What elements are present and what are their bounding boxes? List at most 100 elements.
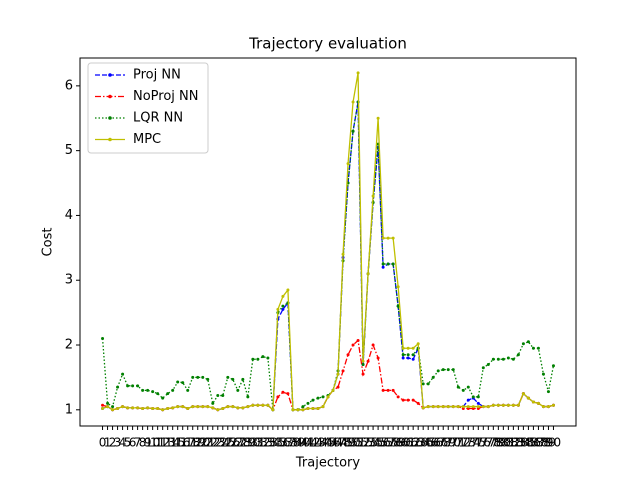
point-marker: [111, 405, 115, 409]
x-tick-label: 33: [260, 436, 275, 450]
x-tick-label: 15: [170, 436, 185, 450]
point-marker: [301, 408, 305, 412]
point-marker: [546, 405, 550, 409]
point-marker: [421, 382, 425, 386]
point-marker: [391, 262, 395, 266]
point-marker: [211, 406, 215, 410]
plot-frame: [79, 57, 577, 427]
point-marker: [221, 394, 225, 398]
point-marker: [276, 307, 280, 311]
x-tick-label: 86: [526, 436, 541, 450]
x-tick-label: 39: [290, 436, 305, 450]
x-tick-label: 46: [325, 436, 340, 450]
point-marker: [371, 194, 375, 198]
x-tick-label: 78: [486, 436, 501, 450]
legend-marker: [108, 94, 112, 99]
x-tick-label: 67: [431, 436, 446, 450]
point-marker: [356, 338, 360, 342]
point-marker: [116, 385, 120, 389]
point-marker: [496, 357, 500, 361]
point-marker: [266, 403, 270, 407]
point-marker: [281, 390, 285, 394]
point-marker: [511, 357, 515, 361]
x-tick-label: 85: [521, 436, 536, 450]
x-tick-label: 29: [240, 436, 255, 450]
x-tick-label: 9: [144, 436, 152, 450]
point-marker: [206, 405, 210, 409]
point-marker: [196, 405, 200, 409]
point-marker: [216, 408, 220, 412]
point-marker: [241, 406, 245, 410]
point-marker: [396, 285, 400, 289]
x-tick-label: 68: [436, 436, 451, 450]
point-marker: [511, 403, 515, 407]
x-tick-label: 45: [320, 436, 335, 450]
point-marker: [426, 382, 430, 386]
x-tick-label: 2: [109, 436, 117, 450]
x-tick-label: 41: [300, 436, 315, 450]
point-marker: [461, 405, 465, 409]
point-marker: [186, 388, 190, 392]
point-marker: [106, 401, 110, 405]
legend-marker: [108, 137, 112, 142]
point-marker: [366, 272, 370, 276]
x-tick-label: 35: [270, 436, 285, 450]
point-marker: [421, 406, 425, 410]
point-marker: [191, 405, 195, 409]
point-marker: [281, 304, 285, 308]
point-marker: [201, 375, 205, 379]
point-marker: [516, 403, 520, 407]
point-marker: [446, 405, 450, 409]
point-marker: [231, 405, 235, 409]
point-marker: [221, 407, 225, 411]
point-marker: [531, 400, 535, 404]
point-marker: [141, 388, 145, 392]
point-marker: [316, 396, 320, 400]
point-marker: [171, 388, 175, 392]
point-marker: [176, 405, 180, 409]
point-marker: [416, 401, 420, 405]
legend-label: Proj NN: [133, 68, 181, 83]
point-marker: [536, 401, 540, 405]
point-marker: [231, 377, 235, 381]
legend-label: NoProj NN: [133, 89, 199, 104]
point-marker: [361, 359, 365, 363]
point-marker: [281, 294, 285, 298]
x-tick-label: 10: [145, 436, 160, 450]
point-marker: [181, 381, 185, 385]
point-marker: [151, 390, 155, 394]
x-tick-label: 13: [160, 436, 175, 450]
point-marker: [406, 353, 410, 357]
x-tick-label: 17: [180, 436, 195, 450]
point-marker: [101, 407, 105, 411]
point-marker: [186, 407, 190, 411]
point-marker: [361, 372, 365, 376]
y-tick-label: 2: [65, 338, 73, 353]
x-tick-label: 32: [255, 436, 270, 450]
legend-label: MPC: [133, 132, 161, 147]
x-tick-label: 88: [536, 436, 551, 450]
point-marker: [436, 405, 440, 409]
point-marker: [381, 262, 385, 266]
point-marker: [521, 392, 525, 396]
point-marker: [351, 100, 355, 104]
x-tick-label: 63: [411, 436, 426, 450]
point-marker: [341, 369, 345, 373]
point-marker: [161, 396, 165, 400]
point-marker: [101, 403, 105, 407]
point-marker: [176, 380, 180, 384]
point-marker: [101, 337, 105, 341]
point-marker: [386, 388, 390, 392]
point-marker: [411, 353, 415, 357]
x-tick-label: 26: [225, 436, 240, 450]
point-marker: [486, 405, 490, 409]
x-tick-label: 61: [401, 436, 416, 450]
x-tick-label: 7: [134, 436, 142, 450]
point-marker: [311, 407, 315, 411]
point-marker: [171, 406, 175, 410]
point-marker: [346, 162, 350, 166]
x-tick-label: 53: [360, 436, 375, 450]
point-marker: [386, 262, 390, 266]
legend-label: LQR NN: [133, 111, 183, 126]
point-marker: [411, 357, 415, 361]
